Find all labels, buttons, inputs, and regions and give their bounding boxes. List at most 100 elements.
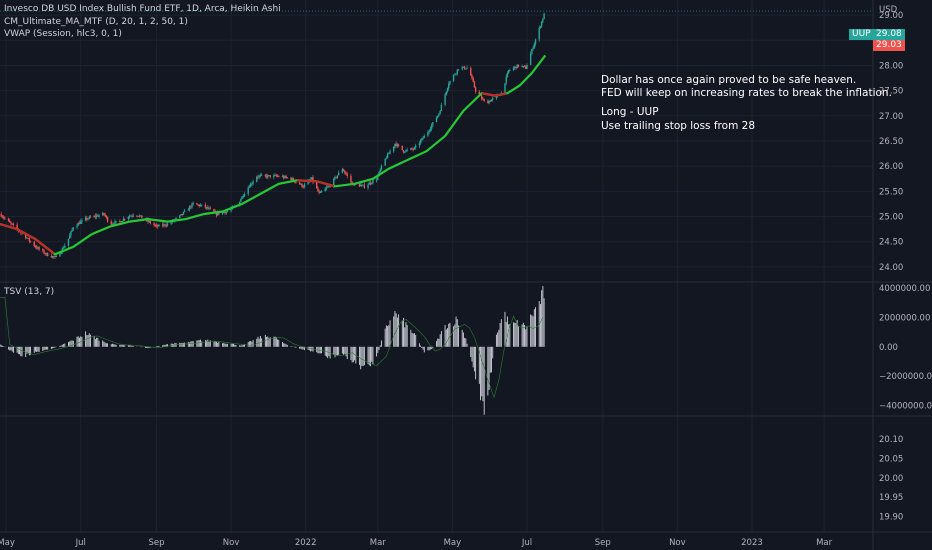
candle-body xyxy=(372,180,374,184)
chart-title: Invesco DB USD Index Bullish Fund ETF, 1… xyxy=(4,4,281,14)
candle-body xyxy=(111,224,114,226)
candle-body xyxy=(466,67,468,69)
price-tick-label: 26.50 xyxy=(879,137,903,147)
candle-body xyxy=(44,253,46,255)
candle-body xyxy=(230,208,232,211)
candle-body xyxy=(509,69,511,71)
candle-body xyxy=(256,176,258,182)
ma-indicator-label[interactable]: CM_Ultimate_MA_MTF (D, 20, 1, 2, 50, 1) xyxy=(4,17,188,27)
candle-body xyxy=(303,184,306,188)
candle-body xyxy=(124,218,126,220)
candle-body xyxy=(207,207,209,209)
candle-body xyxy=(378,171,380,176)
candle-body xyxy=(375,179,378,181)
candle-body xyxy=(76,225,78,228)
candle-body xyxy=(489,101,491,102)
candle-body xyxy=(71,229,73,232)
empty-pane-tick-label: 20.05 xyxy=(879,455,903,465)
candle-body xyxy=(463,66,466,69)
candle-body xyxy=(155,225,158,227)
candle-body xyxy=(132,215,134,217)
candle-body xyxy=(197,204,199,206)
candle-body xyxy=(158,224,160,227)
candle-body xyxy=(413,147,416,150)
candle-body xyxy=(221,212,224,215)
candle-body xyxy=(68,235,71,239)
candle-body xyxy=(11,223,13,225)
candle-body xyxy=(149,221,152,224)
candle-body xyxy=(276,176,279,177)
candle-body xyxy=(427,132,429,136)
candle-body xyxy=(401,145,403,151)
candle-body xyxy=(110,221,112,225)
candle-body xyxy=(104,214,106,216)
candle-body xyxy=(542,18,544,22)
candle-body xyxy=(278,176,280,177)
candle-body xyxy=(474,87,477,92)
price-tick-label: 27.50 xyxy=(879,87,903,97)
candle-body xyxy=(370,183,373,184)
candle-body xyxy=(218,212,220,215)
candle-body xyxy=(455,73,457,75)
price-tick-label: 25.00 xyxy=(879,213,903,223)
candle-body xyxy=(457,69,460,71)
candle-body xyxy=(359,185,362,187)
candle-body xyxy=(192,203,194,204)
candle-body xyxy=(138,215,141,217)
candle-body xyxy=(12,224,15,225)
candle-body xyxy=(2,217,5,218)
tsv-tick-label: 2000000.00 xyxy=(879,313,930,323)
candle-body xyxy=(54,256,56,258)
candle-body xyxy=(87,218,89,220)
candle-body xyxy=(215,211,218,216)
candle-body xyxy=(265,175,268,178)
candle-body xyxy=(26,237,28,239)
vwap-indicator-label[interactable]: VWAP (Session, hlc3, 0, 1) xyxy=(4,29,122,39)
candle-body xyxy=(377,175,379,180)
ma-value-badge: 29.03 xyxy=(873,40,905,51)
candle-body xyxy=(335,176,337,178)
ma-line-down xyxy=(481,92,507,97)
tsv-signal-line xyxy=(0,297,544,399)
candle-body xyxy=(147,219,149,222)
time-tick-label: 2022 xyxy=(295,538,317,548)
price-tick-label: 26.00 xyxy=(879,162,903,172)
candle-body xyxy=(438,113,440,116)
candle-body xyxy=(492,98,494,100)
candle-body xyxy=(102,212,104,216)
candle-body xyxy=(199,205,202,207)
candle-body xyxy=(380,165,383,170)
candle-body xyxy=(385,158,388,159)
candle-body xyxy=(379,169,381,172)
candle-body xyxy=(344,171,346,173)
ma-line-up xyxy=(0,54,547,256)
tsv-indicator-label[interactable]: TSV (13, 7) xyxy=(4,287,55,297)
candle-body xyxy=(456,69,458,74)
candle-body xyxy=(337,172,340,176)
candle-body xyxy=(318,191,320,193)
candle-body xyxy=(411,148,413,150)
candle-body xyxy=(317,188,319,192)
candle-body xyxy=(326,186,329,188)
candle-body xyxy=(284,176,286,178)
candle-body xyxy=(526,65,528,69)
candle-body xyxy=(369,182,372,184)
candle-body xyxy=(504,83,506,93)
candle-body xyxy=(444,94,446,105)
candle-body xyxy=(336,175,339,178)
candle-body xyxy=(418,143,421,146)
candle-body xyxy=(122,218,125,222)
time-tick-label: May xyxy=(444,538,462,548)
annotation-line-1: Dollar has once again proved to be safe … xyxy=(601,74,857,86)
candle-body xyxy=(94,215,97,217)
empty-pane-tick-label: 19.95 xyxy=(879,493,903,503)
candle-body xyxy=(242,196,245,198)
candle-body xyxy=(521,66,523,67)
candle-body xyxy=(290,177,292,180)
candle-body xyxy=(179,215,181,218)
candle-body xyxy=(388,153,390,155)
candle-body xyxy=(37,247,39,249)
candle-body xyxy=(114,221,116,225)
candle-body xyxy=(312,177,314,182)
ma-line-down xyxy=(297,179,335,188)
